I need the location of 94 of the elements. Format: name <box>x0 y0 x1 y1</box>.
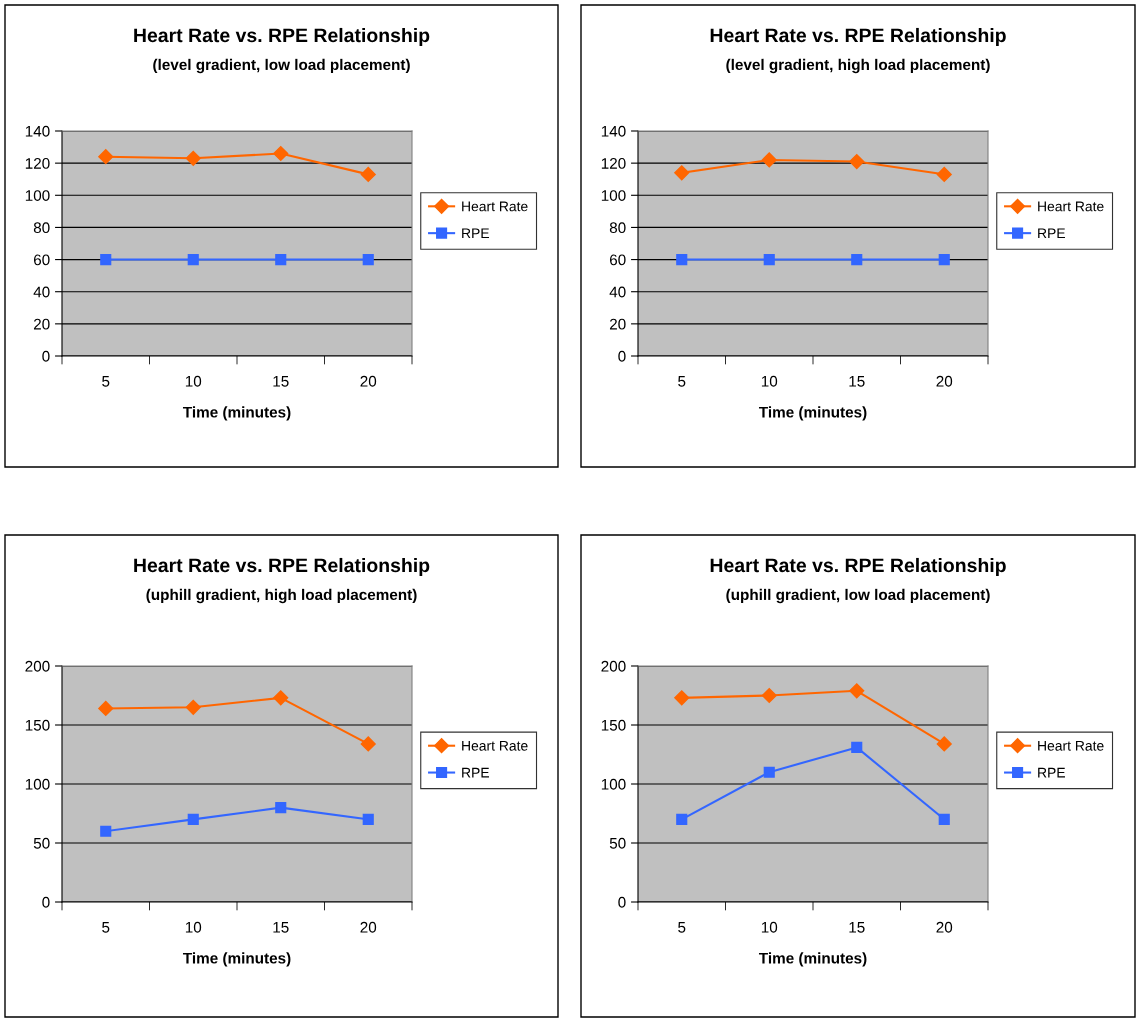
legend-label: RPE <box>1038 767 1065 778</box>
x-tick-label: 10 <box>185 375 202 387</box>
point <box>676 813 688 825</box>
chart-subtitle: (level gradient, high load placement) <box>726 58 990 74</box>
legend-label: RPE <box>462 767 489 778</box>
point <box>273 145 289 162</box>
point <box>187 254 199 266</box>
point <box>360 166 376 182</box>
x-axis-title: Time (minutes) <box>182 406 291 421</box>
point <box>938 254 950 266</box>
x-tick-label: 20 <box>360 921 377 933</box>
y-tick-label: 150 <box>25 719 50 731</box>
x-tick-label: 5 <box>678 376 686 387</box>
legend-label: Heart Rate <box>462 741 528 751</box>
legend-label: Heart Rate <box>462 201 528 212</box>
y-tick-label: 100 <box>601 778 626 790</box>
y-tick-label: 120 <box>25 158 50 169</box>
y-tick-label: 80 <box>609 222 626 234</box>
x-tick-label: 20 <box>936 921 953 933</box>
point <box>275 802 287 814</box>
y-tick-label: 100 <box>601 190 626 201</box>
chart-subtitle: (uphill gradient, high load placement) <box>146 588 417 604</box>
point <box>185 699 201 715</box>
y-tick-label: 140 <box>25 125 50 137</box>
point <box>849 683 865 699</box>
x-tick-label: 15 <box>849 922 865 933</box>
x-tick-label: 15 <box>273 376 289 387</box>
point <box>763 766 775 778</box>
point <box>936 736 952 752</box>
y-tick-label: 0 <box>618 350 626 362</box>
point <box>273 690 289 706</box>
point <box>674 690 690 706</box>
y-tick-label: 0 <box>618 896 626 908</box>
x-axis-title: Time (minutes) <box>758 406 867 421</box>
point <box>362 254 374 266</box>
point <box>851 254 863 266</box>
point <box>761 152 777 168</box>
y-tick-label: 40 <box>33 286 50 298</box>
y-tick-label: 150 <box>601 719 626 731</box>
y-tick-label: 20 <box>33 318 50 330</box>
x-tick-label: 5 <box>678 922 686 933</box>
point <box>362 813 374 825</box>
point <box>360 736 376 752</box>
y-tick-label: 40 <box>609 286 626 298</box>
y-tick-label: 80 <box>33 222 50 234</box>
point <box>275 254 287 266</box>
y-tick-label: 60 <box>609 254 626 266</box>
chart-subtitle: (uphill gradient, low load placement) <box>726 588 990 604</box>
y-tick-label: 140 <box>601 125 626 137</box>
x-tick-label: 15 <box>273 922 289 933</box>
point <box>761 687 777 704</box>
y-tick-label: 120 <box>601 158 626 169</box>
legend-label: RPE <box>462 228 489 239</box>
y-tick-label: 200 <box>25 660 50 672</box>
y-tick-label: 100 <box>25 190 50 201</box>
x-tick-label: 5 <box>102 922 110 933</box>
point <box>849 153 865 170</box>
point <box>100 825 112 837</box>
point <box>674 165 690 181</box>
point <box>936 166 952 182</box>
x-tick-label: 20 <box>360 375 377 387</box>
legend-label: Heart Rate <box>1038 201 1104 212</box>
x-tick-label: 15 <box>849 376 865 387</box>
y-tick-label: 0 <box>42 350 50 362</box>
y-tick-label: 0 <box>42 896 50 908</box>
point <box>98 700 114 717</box>
x-tick-label: 5 <box>102 376 110 387</box>
chart-subtitle: (level gradient, low load placement) <box>153 58 410 74</box>
x-axis-title: Time (minutes) <box>758 952 867 967</box>
legend-label: Heart Rate <box>1038 741 1104 751</box>
x-tick-label: 20 <box>936 375 953 387</box>
y-tick-label: 50 <box>609 837 626 849</box>
chart-title: Heart Rate vs. RPE Relationship <box>134 557 430 577</box>
point <box>98 149 114 165</box>
chart-title: Heart Rate vs. RPE Relationship <box>710 557 1006 577</box>
point <box>851 741 863 753</box>
point <box>938 813 950 825</box>
point <box>100 254 112 266</box>
point <box>185 150 201 166</box>
legend-label: RPE <box>1038 228 1065 239</box>
y-tick-label: 20 <box>609 318 626 330</box>
point <box>187 813 199 825</box>
x-axis-title: Time (minutes) <box>182 952 291 967</box>
y-tick-label: 200 <box>601 660 626 672</box>
y-tick-label: 50 <box>33 837 50 849</box>
point <box>763 254 775 266</box>
chart-title: Heart Rate vs. RPE Relationship <box>710 27 1006 47</box>
y-tick-label: 100 <box>25 778 50 790</box>
point <box>676 254 688 266</box>
x-tick-label: 10 <box>761 375 778 387</box>
chart-title: Heart Rate vs. RPE Relationship <box>134 27 430 47</box>
y-tick-label: 60 <box>33 254 50 266</box>
x-tick-label: 10 <box>185 921 202 933</box>
x-tick-label: 10 <box>761 921 778 933</box>
